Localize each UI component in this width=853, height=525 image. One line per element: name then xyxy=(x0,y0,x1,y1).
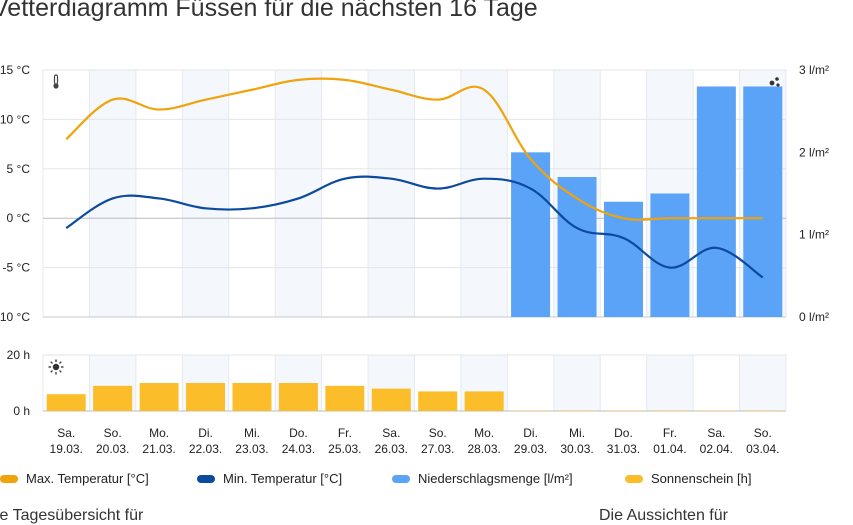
x-weekday-label: Mo. xyxy=(149,426,169,440)
sunshine-bar xyxy=(325,386,364,411)
legend-label-min-temp: Min. Temperatur [°C] xyxy=(223,471,342,486)
legend-label-max-temp: Max. Temperatur [°C] xyxy=(26,471,149,486)
legend-item-max-temp[interactable]: Max. Temperatur [°C] xyxy=(0,471,149,486)
x-weekday-label: Sa. xyxy=(707,426,725,440)
sunshine-bar xyxy=(140,383,179,411)
legend-item-sunshine[interactable]: Sonnenschein [h] xyxy=(625,471,751,486)
legend-swatch-sunshine xyxy=(625,475,643,483)
precip-bar xyxy=(511,152,550,317)
footer-right-heading: Die Aussichten für xyxy=(599,507,728,525)
temp-tick-label: -10 °C xyxy=(0,310,30,324)
x-weekday-label: Do. xyxy=(614,426,633,440)
x-date-label: 01.04. xyxy=(653,442,686,456)
precip-tick-label: 3 l/m² xyxy=(799,63,829,77)
column-band-sun xyxy=(554,355,600,411)
sunshine-bar xyxy=(418,391,457,411)
x-date-label: 03.04. xyxy=(746,442,779,456)
x-weekday-label: Sa. xyxy=(382,426,400,440)
sunshine-bar xyxy=(232,383,271,411)
temp-tick-label: 15 °C xyxy=(0,63,30,77)
x-date-label: 27.03. xyxy=(421,442,454,456)
x-weekday-label: Fr. xyxy=(663,426,677,440)
sunshine-bar xyxy=(279,383,318,411)
sun-tick-label: 20 h xyxy=(7,348,30,362)
x-weekday-label: Fr. xyxy=(338,426,352,440)
x-date-label: 21.03. xyxy=(142,442,175,456)
legend-swatch-min-temp xyxy=(197,475,215,483)
x-weekday-label: Mi. xyxy=(569,426,585,440)
sun-tick-label: 0 h xyxy=(13,404,30,418)
x-weekday-label: Di. xyxy=(523,426,538,440)
x-date-label: 30.03. xyxy=(560,442,593,456)
x-date-label: 24.03. xyxy=(282,442,315,456)
column-band-sun xyxy=(647,355,693,411)
precip-bar xyxy=(743,86,782,317)
precip-bar xyxy=(650,194,689,318)
weather-chart: 15 °C 10 °C 5 °C 0 °C -5 °C -10 °C 3 l/m² 2 l/m… xyxy=(0,0,853,470)
temp-tick-label: 5 °C xyxy=(7,162,31,176)
legend-item-min-temp[interactable]: Min. Temperatur [°C] xyxy=(197,471,342,486)
x-weekday-label: Mi. xyxy=(244,426,260,440)
legend-item-precip[interactable]: Niederschlagsmenge [l/m²] xyxy=(392,471,573,486)
column-band-top xyxy=(89,70,135,317)
x-date-label: 29.03. xyxy=(514,442,547,456)
x-date-label: 20.03. xyxy=(96,442,129,456)
x-date-label: 26.03. xyxy=(375,442,408,456)
column-band-top xyxy=(275,70,321,317)
x-date-label: 22.03. xyxy=(189,442,222,456)
sunshine-bar xyxy=(372,389,411,411)
sunshine-bar xyxy=(47,394,86,411)
x-weekday-label: So. xyxy=(104,426,122,440)
thermometer-icon xyxy=(53,75,58,89)
x-date-label: 19.03. xyxy=(50,442,83,456)
x-weekday-label: Mo. xyxy=(474,426,494,440)
x-weekday-label: So. xyxy=(429,426,447,440)
x-weekday-label: So. xyxy=(754,426,772,440)
x-date-label: 25.03. xyxy=(328,442,361,456)
precip-tick-label: 0 l/m² xyxy=(799,310,829,324)
temp-tick-label: 0 °C xyxy=(7,211,31,225)
x-weekday-label: Do. xyxy=(289,426,308,440)
x-weekday-label: Sa. xyxy=(57,426,75,440)
temp-tick-label: -5 °C xyxy=(3,261,31,275)
legend-label-sunshine: Sonnenschein [h] xyxy=(651,471,751,486)
x-weekday-label: Di. xyxy=(198,426,213,440)
column-band-top xyxy=(182,70,228,317)
x-date-label: 31.03. xyxy=(607,442,640,456)
temp-tick-label: 10 °C xyxy=(0,112,30,126)
sunshine-bar xyxy=(465,391,504,411)
x-date-label: 23.03. xyxy=(235,442,268,456)
precip-bar xyxy=(697,86,736,317)
sun-icon xyxy=(49,360,64,375)
column-band-sun xyxy=(740,355,786,411)
precip-tick-label: 1 l/m² xyxy=(799,228,829,242)
legend-swatch-precip xyxy=(392,475,410,483)
sunshine-bar xyxy=(93,386,132,411)
x-date-label: 02.04. xyxy=(700,442,733,456)
footer-left-heading: ie Tagesübersicht für xyxy=(0,507,143,525)
column-band-top xyxy=(368,70,414,317)
sunshine-bar xyxy=(186,383,225,411)
precip-tick-label: 2 l/m² xyxy=(799,145,829,159)
legend-label-precip: Niederschlagsmenge [l/m²] xyxy=(418,471,573,486)
legend-swatch-max-temp xyxy=(0,475,18,483)
x-date-label: 28.03. xyxy=(467,442,500,456)
chart-legend: Max. Temperatur [°C] Min. Temperatur [°C… xyxy=(0,471,853,489)
